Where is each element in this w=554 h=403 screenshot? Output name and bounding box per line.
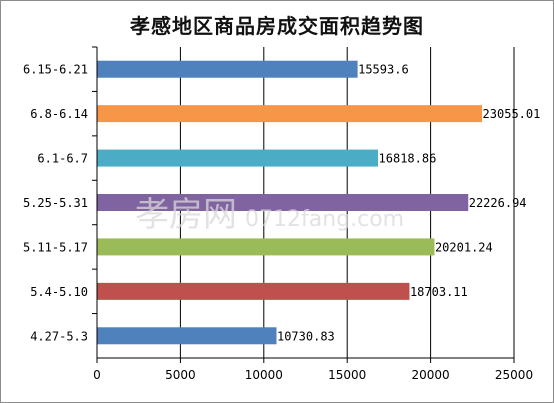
watermark-brand: 孝房网 xyxy=(135,195,237,235)
data-label: 16818.86 xyxy=(379,152,437,166)
x-tick-label: 0 xyxy=(93,368,101,382)
category-label: 6.1-6.7 xyxy=(37,152,88,166)
data-label: 10730.83 xyxy=(277,329,335,343)
data-label: 22226.94 xyxy=(469,196,527,210)
bar xyxy=(97,238,435,256)
category-label: 5.4-5.10 xyxy=(30,285,88,299)
x-tick-label: 5000 xyxy=(165,368,196,382)
x-tick-label: 15000 xyxy=(328,368,366,382)
x-axis: 0 5000 10000 15000 20000 25000 xyxy=(93,47,533,382)
bar xyxy=(97,282,410,300)
bar xyxy=(97,194,469,211)
data-label: 20201.24 xyxy=(435,240,493,254)
category-label: 5.11-5.17 xyxy=(23,240,88,254)
category-label: 4.27-5.3 xyxy=(30,329,88,343)
data-label: 18703.11 xyxy=(410,285,468,299)
category-labels: 6.15-6.21 6.8-6.14 6.1-6.7 5.25-5.31 5.11-5.… xyxy=(23,46,97,343)
x-tick-label: 20000 xyxy=(412,368,450,382)
x-tick-label: 25000 xyxy=(495,368,533,382)
bar xyxy=(97,149,379,167)
bar xyxy=(97,327,277,345)
data-label: 23055.01 xyxy=(483,107,541,121)
bars xyxy=(97,60,483,345)
bar xyxy=(97,60,358,78)
category-label: 6.8-6.14 xyxy=(30,107,88,121)
bar xyxy=(97,105,483,123)
chart-title: 孝感地区商品房成交面积趋势图 xyxy=(130,14,424,38)
value-labels: 15593.6 23055.01 16818.86 22226.94 20201.24 1… xyxy=(277,63,540,344)
watermark-site: 0712fang.com xyxy=(245,207,404,232)
data-label: 15593.6 xyxy=(358,63,409,77)
category-label: 5.25-5.31 xyxy=(23,196,88,210)
category-label: 6.15-6.21 xyxy=(23,63,88,77)
x-tick-label: 10000 xyxy=(245,368,283,382)
watermark: 孝房网 0712fang.com xyxy=(135,195,404,235)
